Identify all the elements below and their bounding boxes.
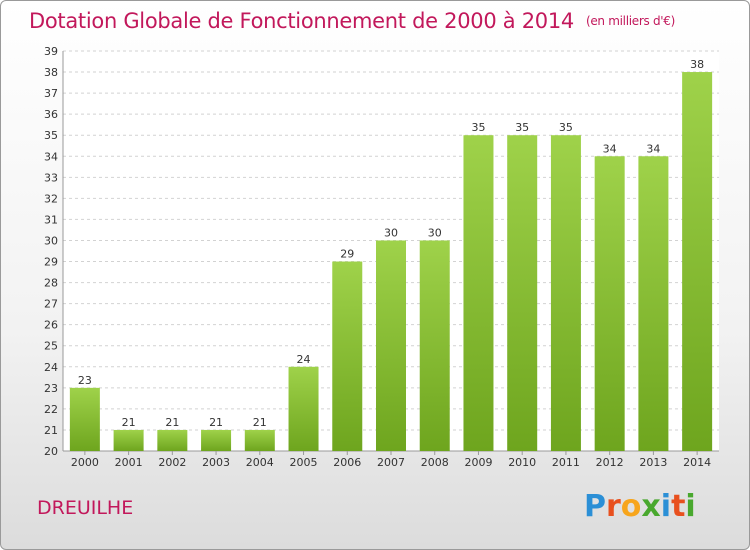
x-tick-label: 2006 bbox=[333, 456, 361, 469]
y-tick-label: 38 bbox=[44, 66, 58, 79]
bar-value-label: 34 bbox=[646, 142, 660, 155]
bar-value-label: 21 bbox=[165, 416, 179, 429]
bar-value-label: 38 bbox=[690, 58, 704, 71]
y-tick-label: 23 bbox=[44, 382, 58, 395]
y-tick-label: 37 bbox=[44, 87, 58, 100]
proxiti-logo: Proxiti bbox=[584, 489, 696, 524]
logo-letter: r bbox=[606, 489, 621, 524]
logo-letter: P bbox=[584, 489, 606, 524]
y-tick-label: 28 bbox=[44, 277, 58, 290]
logo-letter: t bbox=[671, 489, 686, 524]
y-tick-label: 26 bbox=[44, 319, 58, 332]
bar bbox=[507, 135, 538, 452]
logo-letter: o bbox=[620, 489, 642, 524]
bar-value-label: 35 bbox=[515, 121, 529, 134]
bar-value-label: 30 bbox=[428, 226, 442, 239]
bar-value-label: 24 bbox=[297, 353, 311, 366]
logo-letter: i bbox=[685, 489, 696, 524]
y-tick-label: 32 bbox=[44, 192, 58, 205]
y-tick-label: 20 bbox=[44, 445, 58, 458]
unit-label: (en milliers d'€) bbox=[585, 14, 675, 28]
x-tick-label: 2007 bbox=[377, 456, 405, 469]
bar bbox=[332, 261, 363, 451]
x-tick-label: 2000 bbox=[71, 456, 99, 469]
bar bbox=[113, 429, 144, 451]
x-tick-label: 2010 bbox=[508, 456, 536, 469]
y-tick-label: 21 bbox=[44, 424, 58, 437]
bar bbox=[376, 240, 406, 451]
bar-value-label: 30 bbox=[384, 226, 398, 239]
y-tick-label: 30 bbox=[44, 234, 58, 247]
bar-value-label: 35 bbox=[471, 121, 485, 134]
x-tick-label: 2011 bbox=[552, 456, 580, 469]
x-tick-label: 2004 bbox=[246, 456, 274, 469]
bar bbox=[157, 429, 188, 451]
x-tick-label: 2012 bbox=[596, 456, 624, 469]
bar bbox=[463, 135, 494, 452]
logo-letter: i bbox=[660, 489, 672, 524]
x-tick-label: 2008 bbox=[421, 456, 449, 469]
bar bbox=[69, 387, 100, 451]
chart-title: Dotation Globale de Fonctionnement de 20… bbox=[29, 9, 675, 33]
x-tick-label: 2005 bbox=[290, 456, 318, 469]
bar bbox=[682, 72, 713, 451]
y-tick-label: 25 bbox=[44, 340, 58, 353]
bar-value-label: 35 bbox=[559, 121, 573, 134]
logo-letter: x bbox=[641, 489, 661, 524]
y-tick-label: 34 bbox=[44, 150, 58, 163]
bar-value-label: 21 bbox=[122, 416, 136, 429]
y-tick-label: 31 bbox=[44, 213, 58, 226]
y-tick-label: 24 bbox=[44, 361, 58, 374]
bar-value-label: 34 bbox=[603, 142, 617, 155]
y-tick-label: 36 bbox=[44, 108, 58, 121]
y-tick-label: 33 bbox=[44, 171, 58, 184]
bar bbox=[550, 135, 581, 452]
y-tick-label: 27 bbox=[44, 298, 58, 311]
title-text: Dotation Globale de Fonctionnement de 20… bbox=[29, 9, 574, 33]
bar bbox=[288, 366, 319, 451]
x-tick-label: 2002 bbox=[158, 456, 186, 469]
bar bbox=[244, 429, 275, 451]
bar bbox=[419, 240, 450, 451]
bar bbox=[594, 156, 625, 451]
x-tick-label: 2003 bbox=[202, 456, 230, 469]
bar bbox=[638, 156, 669, 451]
y-tick-label: 29 bbox=[44, 256, 58, 269]
y-tick-label: 39 bbox=[44, 45, 58, 58]
bar-value-label: 29 bbox=[340, 248, 354, 261]
commune-name: DREUILHE bbox=[37, 497, 134, 519]
x-tick-label: 2001 bbox=[115, 456, 143, 469]
bar-value-label: 21 bbox=[253, 416, 267, 429]
y-tick-label: 35 bbox=[44, 129, 58, 142]
bar-value-label: 21 bbox=[209, 416, 223, 429]
x-tick-label: 2014 bbox=[683, 456, 711, 469]
y-tick-label: 22 bbox=[44, 403, 58, 416]
bar bbox=[201, 429, 232, 451]
x-tick-label: 2013 bbox=[639, 456, 667, 469]
x-tick-label: 2009 bbox=[464, 456, 492, 469]
bar-value-label: 23 bbox=[78, 374, 92, 387]
